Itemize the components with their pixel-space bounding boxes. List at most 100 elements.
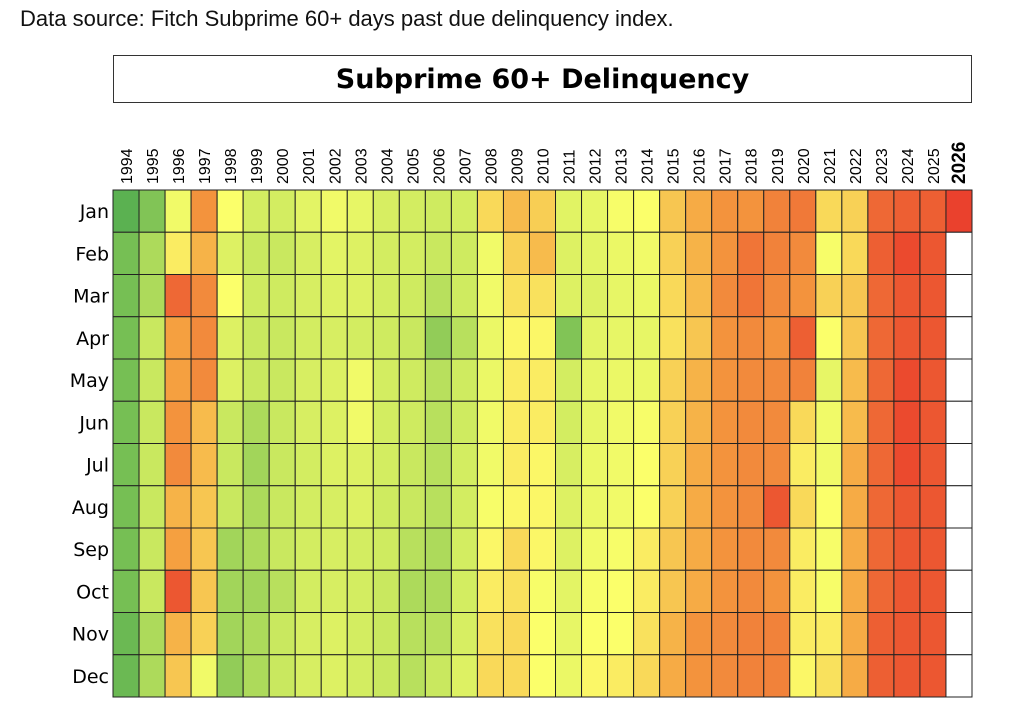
heatmap-cell-jul-1997 [190,443,218,487]
heatmap-cell-oct-2001 [294,569,322,613]
heatmap-cell-aug-2003 [346,485,374,529]
heatmap-cell-nov-1996 [164,612,192,656]
heatmap-cell-may-2024 [893,358,921,402]
heatmap-cells [112,189,973,698]
heatmap-cell-apr-2002 [320,316,348,360]
heatmap-cell-jun-2019 [763,400,791,444]
heatmap-cell-jan-1997 [190,189,218,233]
heatmap-cell-may-1998 [216,358,244,402]
heatmap-cell-jun-2026 [945,400,973,444]
x-tick-label-2024: 2024 [900,148,917,184]
heatmap-cell-jan-2011 [555,189,583,233]
heatmap-cell-dec-2003 [346,654,374,698]
heatmap-cell-jan-2021 [815,189,843,233]
heatmap-cell-jun-1996 [164,400,192,444]
heatmap-cell-nov-2024 [893,612,921,656]
y-tick-label-nov: Nov [72,624,109,646]
heatmap-cell-aug-2010 [528,485,557,529]
heatmap-cell-jan-2000 [268,189,296,233]
heatmap-cell-may-2004 [372,358,400,402]
heatmap-cell-nov-2002 [320,612,348,656]
heatmap-cell-jul-2016 [685,443,713,487]
heatmap-cell-apr-2010 [528,316,557,360]
chart-title-box: Subprime 60+ Delinquency [113,55,972,103]
y-tick-label-aug: Aug [72,497,109,519]
heatmap-cell-jan-2023 [867,189,895,233]
heatmap-cell-apr-2009 [502,316,530,360]
heatmap-cell-nov-2001 [294,612,322,656]
heatmap-cell-feb-2002 [320,231,348,275]
heatmap-cell-jun-2006 [424,400,452,444]
heatmap-cell-jun-2009 [502,400,530,444]
heatmap-cell-sep-1994 [112,527,140,571]
heatmap-cell-may-2014 [633,358,661,402]
heatmap-cell-oct-2024 [893,569,921,613]
heatmap-cell-sep-2000 [268,527,296,571]
heatmap-cell-aug-2019 [763,485,791,529]
heatmap-cell-feb-2023 [867,231,895,275]
heatmap-cell-apr-2003 [346,316,374,360]
heatmap-cell-sep-2006 [424,527,452,571]
heatmap-cell-feb-1998 [216,231,244,275]
heatmap-cell-sep-1997 [190,527,218,571]
heatmap-cell-jan-2005 [398,189,426,233]
heatmap-cell-apr-2021 [815,316,843,360]
heatmap-cell-dec-2007 [450,654,478,698]
heatmap-cell-feb-1997 [190,231,218,275]
heatmap-cell-sep-2016 [685,527,713,571]
x-tick-label-2021: 2021 [822,148,839,184]
heatmap-cell-apr-2026 [945,316,973,360]
heatmap-cell-jan-2015 [659,189,687,233]
heatmap-cell-aug-2017 [711,485,739,529]
heatmap-cell-feb-2017 [711,231,739,275]
heatmap-cell-nov-2021 [815,612,843,656]
heatmap-cell-jan-2026 [945,189,973,233]
heatmap-cell-jun-2014 [633,400,661,444]
x-tick-label-1998: 1998 [223,148,240,184]
heatmap-cell-mar-2009 [502,274,530,318]
y-tick-label-mar: Mar [73,286,109,308]
heatmap-cell-mar-2026 [945,274,973,318]
heatmap-cell-jul-2018 [737,443,765,487]
heatmap-cell-may-2012 [581,358,609,402]
heatmap-cell-jul-2002 [320,443,348,487]
heatmap-cell-may-2006 [424,358,452,402]
x-tick-label-2026: 2026 [949,142,970,184]
heatmap-cell-aug-2001 [294,485,322,529]
heatmap-cell-jan-2002 [320,189,348,233]
heatmap-cell-feb-2021 [815,231,843,275]
heatmap-cell-dec-2022 [841,654,869,698]
heatmap-cell-mar-2001 [294,274,322,318]
heatmap-cell-jun-2003 [346,400,374,444]
heatmap-cell-jun-2007 [450,400,478,444]
heatmap-cell-mar-2015 [659,274,687,318]
heatmap-cell-dec-2008 [476,654,504,698]
heatmap-cell-dec-2019 [763,654,791,698]
month-labels: Jan Feb Mar Apr May Jun Jul Aug Sep Oct Nov Dec [70,201,109,688]
heatmap-cell-nov-1995 [138,612,166,656]
heatmap-cell-oct-2002 [320,569,348,613]
heatmap-cell-feb-2008 [476,231,504,275]
heatmap-cell-feb-2010 [528,231,557,275]
heatmap-cell-nov-2025 [919,612,947,656]
heatmap-cell-jan-1994 [112,189,140,233]
heatmap-cell-feb-2013 [607,231,635,275]
heatmap-cell-may-2025 [919,358,947,402]
heatmap-cell-jun-1994 [112,400,140,444]
heatmap-cell-jan-2017 [711,189,739,233]
heatmap-cell-may-2009 [502,358,530,402]
heatmap-cell-jun-2008 [476,400,504,444]
heatmap-cell-feb-2016 [685,231,713,275]
chart-title: Subprime 60+ Delinquency [335,63,750,95]
heatmap-cell-oct-1994 [112,569,140,613]
x-tick-label-1994: 1994 [119,148,136,184]
heatmap-cell-jun-2012 [581,400,609,444]
x-tick-label-1999: 1999 [249,148,266,184]
heatmap-cell-dec-2000 [268,654,296,698]
heatmap-cell-apr-1998 [216,316,244,360]
heatmap-cell-nov-2022 [841,612,869,656]
heatmap-cell-dec-2025 [919,654,947,698]
heatmap-cell-jan-2012 [581,189,609,233]
heatmap-cell-dec-1996 [164,654,192,698]
